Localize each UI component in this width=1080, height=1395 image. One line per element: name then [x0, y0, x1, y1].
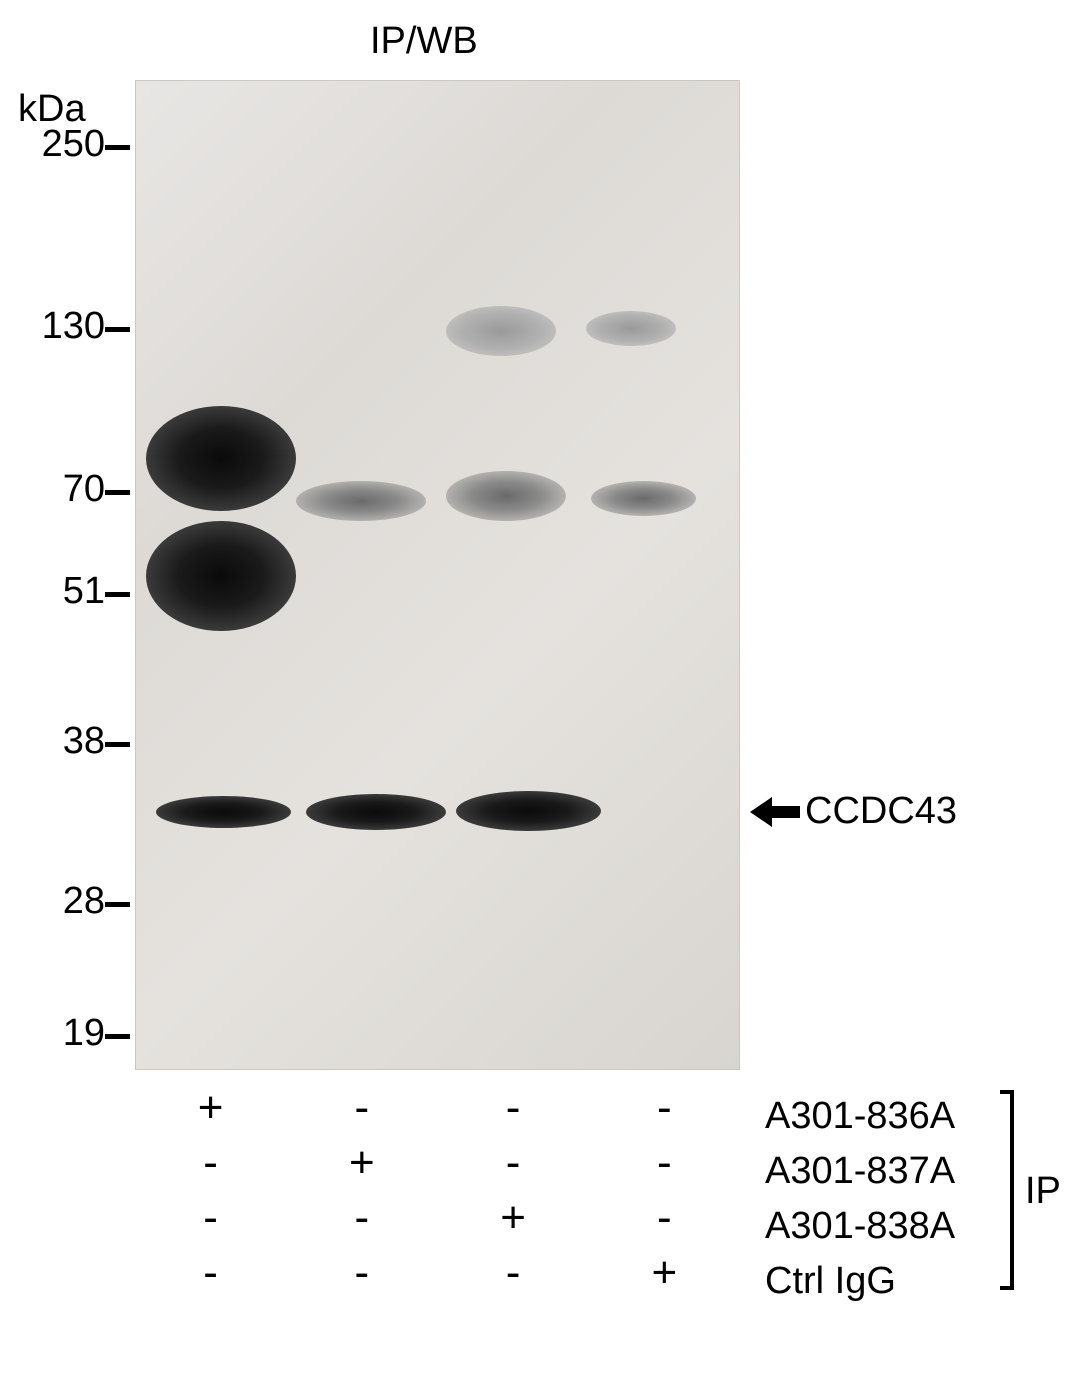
antibody-label: A301-836A [765, 1095, 955, 1138]
lane-table: +----+----+----+ [135, 1080, 740, 1300]
mw-label: 70 [15, 468, 105, 511]
lane-cell: - [286, 1083, 437, 1133]
lane-row: +--- [135, 1080, 740, 1135]
lane-row: -+-- [135, 1135, 740, 1190]
mw-tick [105, 592, 130, 597]
lane-cell: + [589, 1248, 740, 1298]
lane-row: --+- [135, 1190, 740, 1245]
figure-title: IP/WB [370, 20, 478, 63]
figure-container: IP/WB kDa 2501307051382819 CCDC43 +----+… [0, 0, 1080, 1395]
blot-band [296, 481, 426, 521]
mw-tick [105, 327, 130, 332]
lane-cell: - [286, 1248, 437, 1298]
mw-tick [105, 145, 130, 150]
lane-cell: - [589, 1193, 740, 1243]
mw-label: 28 [15, 880, 105, 923]
antibody-label: A301-837A [765, 1150, 955, 1193]
lane-cell: + [135, 1083, 286, 1133]
lane-cell: + [286, 1138, 437, 1188]
ip-label: IP [1025, 1170, 1061, 1213]
lane-row: ---+ [135, 1245, 740, 1300]
mw-label: 38 [15, 720, 105, 763]
mw-label: 250 [15, 123, 105, 166]
lane-cell: - [286, 1193, 437, 1243]
protein-label: CCDC43 [805, 790, 957, 833]
bracket-line [1010, 1090, 1014, 1290]
blot-band [146, 406, 296, 511]
mw-tick [105, 742, 130, 747]
mw-label: 130 [15, 305, 105, 348]
lane-cell: - [135, 1248, 286, 1298]
blot-band [456, 791, 601, 831]
mw-label: 19 [15, 1012, 105, 1055]
lane-cell: + [438, 1193, 589, 1243]
bracket-bottom [1000, 1286, 1014, 1290]
blot-band [446, 306, 556, 356]
mw-tick [105, 1034, 130, 1039]
lane-cell: - [438, 1083, 589, 1133]
arrow-icon [750, 792, 800, 841]
blot-band [146, 521, 296, 631]
blot-band [586, 311, 676, 346]
lane-cell: - [438, 1248, 589, 1298]
antibody-label: A301-838A [765, 1205, 955, 1248]
lane-cell: - [135, 1138, 286, 1188]
blot-band [446, 471, 566, 521]
lane-cell: - [135, 1193, 286, 1243]
antibody-label: Ctrl IgG [765, 1260, 896, 1303]
mw-tick [105, 490, 130, 495]
mw-label: 51 [15, 570, 105, 613]
lane-cell: - [438, 1138, 589, 1188]
blot-band [306, 794, 446, 830]
mw-tick [105, 902, 130, 907]
blot-image [135, 80, 740, 1070]
lane-cell: - [589, 1083, 740, 1133]
blot-band [591, 481, 696, 516]
blot-band [156, 796, 291, 828]
lane-cell: - [589, 1138, 740, 1188]
